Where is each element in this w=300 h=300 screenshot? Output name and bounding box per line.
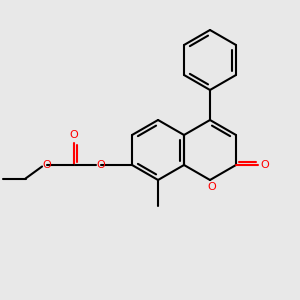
Text: O: O [207,182,216,191]
Text: O: O [42,160,51,170]
Text: O: O [260,160,269,170]
Text: O: O [69,130,78,140]
Text: O: O [96,160,105,170]
